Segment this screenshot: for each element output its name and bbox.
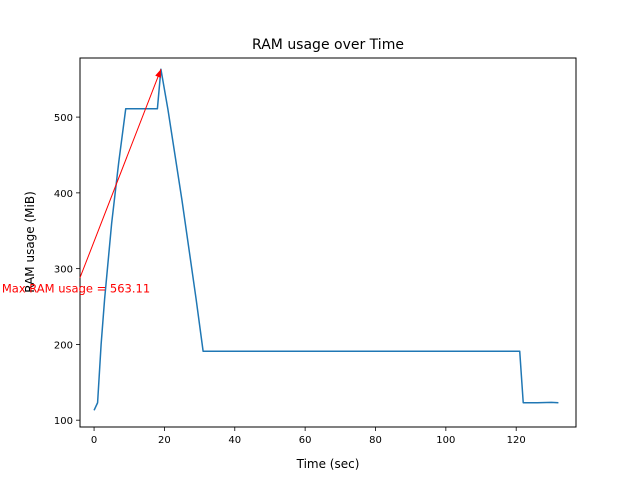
x-tick-label: 80	[369, 435, 382, 446]
x-axis: 0 20 40 60 80 100 120	[91, 427, 526, 446]
plot-frame	[79, 57, 577, 428]
y-tick-label: 400	[54, 189, 73, 200]
y-tick-label: 500	[54, 113, 73, 124]
annotation-arrowhead	[155, 69, 161, 78]
annotation-label: Max RAM usage = 563.11	[2, 282, 150, 296]
x-tick-label: 60	[299, 435, 312, 446]
y-tick-label: 300	[54, 265, 73, 276]
annotation-arrow-line	[79, 69, 162, 278]
x-tick-label: 0	[91, 435, 97, 446]
x-tick-label: 120	[507, 435, 526, 446]
x-axis-label: Time (sec)	[296, 457, 360, 471]
y-axis: 100 200 300 400 500	[54, 113, 80, 427]
x-tick-label: 40	[228, 435, 241, 446]
y-axis-label: RAM usage (MiB)	[23, 191, 37, 293]
y-tick-label: 200	[54, 340, 73, 351]
plot-area	[93, 68, 559, 411]
series-line-0	[93, 68, 559, 411]
chart-title: RAM usage over Time	[252, 37, 404, 53]
x-tick-label: 20	[158, 435, 171, 446]
y-tick-label: 100	[54, 416, 73, 427]
x-tick-label: 100	[436, 435, 455, 446]
max-annotation: Max RAM usage = 563.11	[2, 69, 162, 296]
